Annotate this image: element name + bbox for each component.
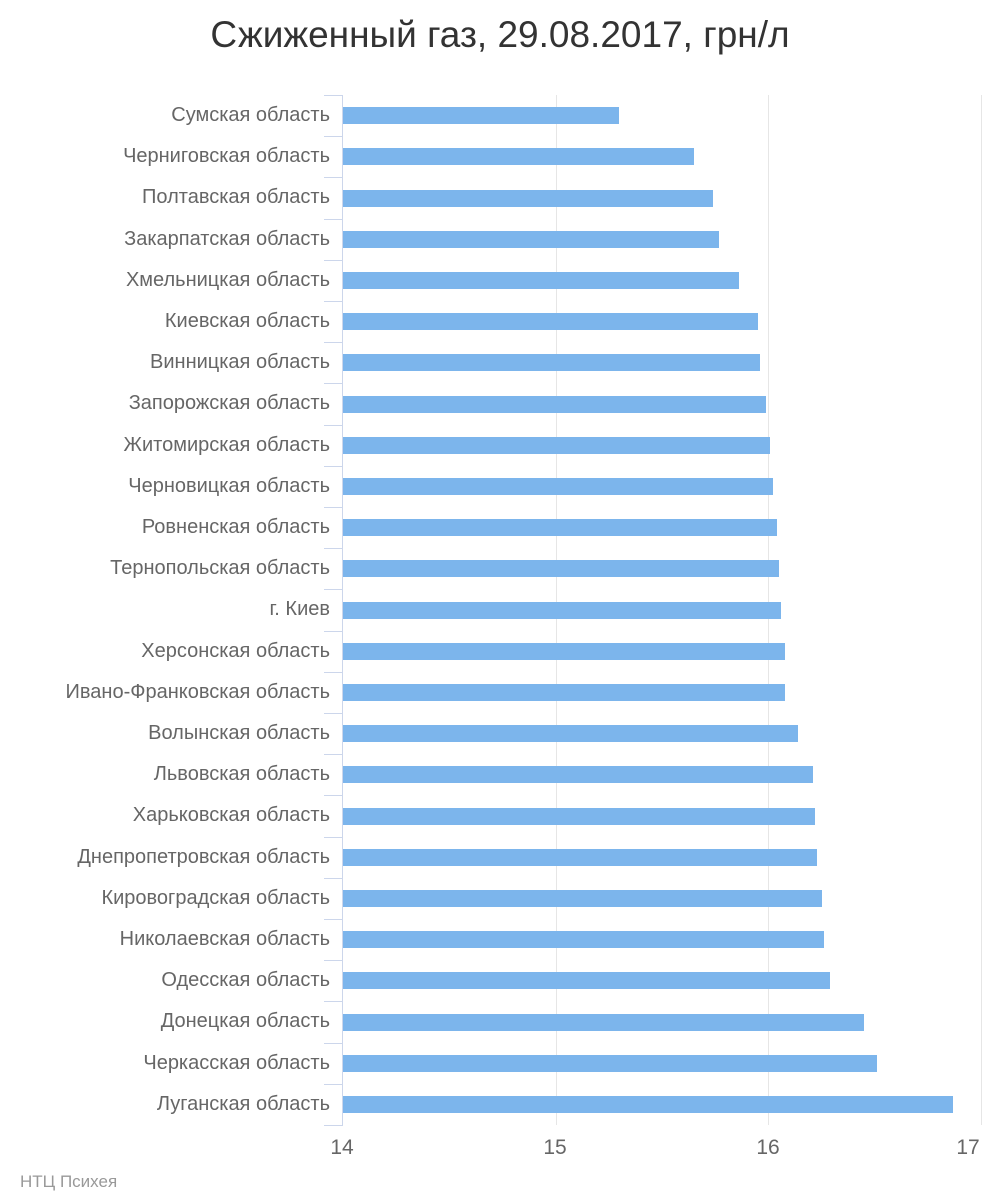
axis-tick: [324, 795, 343, 797]
bar[interactable]: [343, 683, 786, 701]
category-label: Сумская область: [171, 104, 330, 127]
category-label: Винницкая область: [150, 351, 330, 374]
category-label: Тернопольская область: [110, 557, 330, 580]
bar[interactable]: [343, 1054, 877, 1072]
axis-tick: [324, 671, 343, 673]
category-label: Полтавская область: [142, 186, 330, 209]
axis-tick: [324, 507, 343, 508]
bar[interactable]: [343, 354, 760, 372]
axis-tick: [324, 630, 343, 632]
category-label: Донецкая область: [160, 1010, 330, 1033]
bar[interactable]: [343, 642, 786, 660]
bars-layer: [343, 95, 981, 1125]
x-axis-tick-label: 15: [543, 1136, 567, 1159]
axis-tick: [324, 548, 343, 550]
axis-tick: [324, 589, 343, 591]
credits-label: НТЦ Психея: [20, 1172, 118, 1191]
axis-tick: [324, 424, 343, 426]
bar[interactable]: [343, 931, 824, 949]
bar[interactable]: [343, 725, 799, 743]
category-label: Запорожская область: [128, 392, 330, 415]
x-axis-tick-label: 14: [330, 1136, 354, 1159]
axis-tick: [324, 836, 343, 838]
category-label: Одесская область: [161, 969, 330, 992]
category-label: Киевская область: [164, 310, 330, 333]
bar[interactable]: [343, 436, 771, 454]
category-labels: Сумская область Черниговская область Полта…: [0, 95, 330, 1125]
x-axis-tick-label: 17: [956, 1136, 980, 1159]
axis-tick: [324, 465, 343, 467]
axis-tick: [324, 960, 343, 962]
category-label: Закарпатская область: [124, 227, 330, 250]
axis-tick: [324, 95, 343, 96]
bar[interactable]: [343, 230, 720, 248]
bar[interactable]: [343, 519, 777, 537]
axis-tick: [324, 877, 343, 879]
axis-tick: [324, 1001, 343, 1003]
chart-title: Сжиженный газ, 29.08.2017, грн/л: [210, 14, 790, 55]
bar[interactable]: [343, 807, 816, 825]
axis-tick: [324, 383, 343, 385]
axis-tick: [324, 1083, 343, 1085]
category-label: Волынская область: [148, 722, 330, 745]
axis-tick: [324, 713, 343, 714]
axis-tick: [324, 301, 343, 302]
category-label: г. Киев: [269, 598, 330, 621]
category-label: Ровненская область: [141, 516, 330, 539]
bar[interactable]: [343, 271, 739, 289]
bar[interactable]: [343, 848, 818, 866]
bar[interactable]: [343, 1095, 954, 1113]
axis-tick: [324, 1125, 343, 1126]
category-label: Хмельницкая область: [125, 268, 330, 291]
category-label: Николаевская область: [119, 928, 330, 951]
axis-tick: [324, 136, 343, 138]
axis-tick: [324, 1042, 343, 1044]
bar[interactable]: [343, 560, 779, 578]
bar[interactable]: [343, 107, 620, 125]
x-axis-tick-label: 16: [756, 1136, 780, 1159]
category-label: Днепропетровская область: [77, 845, 330, 868]
category-label: Ивано-Франковская область: [65, 680, 330, 703]
bar[interactable]: [343, 313, 758, 331]
category-label: Житомирская область: [123, 433, 331, 456]
category-label: Черновицкая область: [128, 474, 330, 497]
x-axis-labels: 14 15 16 17: [330, 1136, 981, 1166]
axis-tick: [324, 754, 343, 756]
category-label: Черкасская область: [143, 1051, 330, 1074]
bar[interactable]: [343, 477, 773, 495]
category-label: Черниговская область: [123, 145, 330, 168]
bar[interactable]: [343, 889, 822, 907]
category-label: Херсонская область: [141, 639, 330, 662]
bar[interactable]: [343, 148, 694, 166]
axis-tick: [324, 177, 343, 179]
axis-tick: [324, 259, 343, 261]
gridline: [981, 95, 982, 1125]
bar[interactable]: [343, 972, 830, 990]
bar[interactable]: [343, 601, 782, 619]
category-label: Луганская область: [156, 1092, 330, 1115]
bar[interactable]: [343, 395, 767, 413]
category-label: Львовская область: [153, 763, 330, 786]
axis-tick: [324, 218, 343, 220]
axis-tick: [324, 342, 343, 344]
category-label: Кировоградская область: [101, 886, 330, 909]
axis-tick: [324, 919, 343, 920]
bar[interactable]: [343, 1013, 865, 1031]
bar[interactable]: [343, 766, 813, 784]
category-label: Харьковская область: [132, 804, 330, 827]
bar[interactable]: [343, 189, 714, 207]
